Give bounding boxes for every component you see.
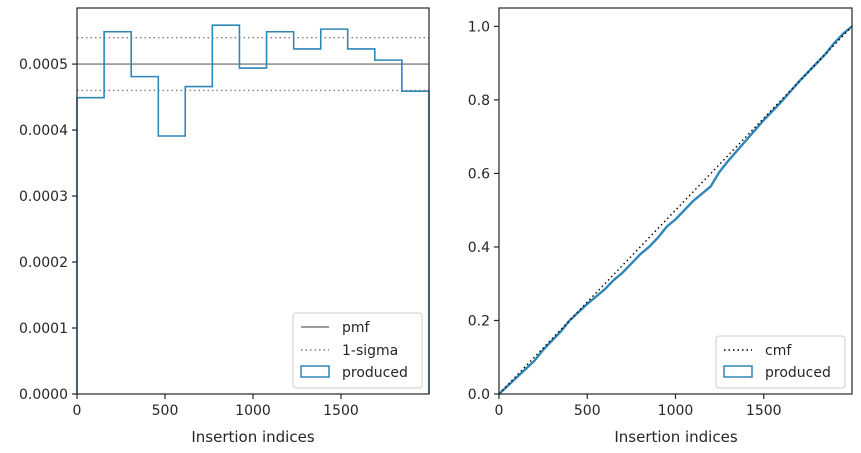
legend-1-sigma-label: 1-sigma xyxy=(342,343,398,359)
y-tick-label: 0.8 xyxy=(468,93,490,109)
legend-pmf-label: pmf xyxy=(342,320,371,336)
y-tick-label: 0.0001 xyxy=(19,321,68,337)
y-tick-label: 0.0003 xyxy=(19,189,68,205)
cumulative-legend-box xyxy=(715,335,846,389)
cumulative-panel: 0 500 1000 1500 0.0 0.2 0.4 0.6 0.8 1.0 Insertio… xyxy=(468,7,853,446)
x-tick-label: 500 xyxy=(574,403,601,419)
y-tick-label: 0.2 xyxy=(468,313,490,329)
y-tick-label: 0.0000 xyxy=(19,387,68,403)
histogram-y-ticks: 0.0000 0.0001 0.0002 0.0003 0.0004 0.0005 xyxy=(19,57,77,403)
x-tick-label: 500 xyxy=(152,403,179,419)
x-tick-label: 0 xyxy=(495,403,504,419)
cumulative-x-axis-label: Insertion indices xyxy=(614,428,737,446)
cumulative-x-ticks: 0 500 1000 1500 xyxy=(495,394,782,419)
histogram-legend-box xyxy=(292,312,423,389)
y-tick-label: 1.0 xyxy=(468,19,490,35)
x-tick-label: 0 xyxy=(73,403,82,419)
cumulative-y-ticks: 0.0 0.2 0.4 0.6 0.8 1.0 xyxy=(468,19,499,403)
histogram-panel: 0 500 1000 1500 0.00000.00010.00020.00030.0… xyxy=(19,7,430,446)
y-tick-label: 0.0 xyxy=(468,387,490,403)
histogram-x-axis-label: Insertion indices xyxy=(191,428,314,446)
cumulative-legend: cmf produced xyxy=(715,335,846,389)
y-tick-label: 0.4 xyxy=(468,240,490,256)
legend-cmf-label: cmf xyxy=(765,343,792,359)
histogram-x-ticks: 0 500 1000 1500 xyxy=(73,394,359,419)
x-tick-label: 1000 xyxy=(658,403,694,419)
cumulative-series-group xyxy=(498,25,853,395)
x-tick-label: 1500 xyxy=(323,403,359,419)
x-tick-label: 1500 xyxy=(746,403,782,419)
y-tick-label: 0.0004 xyxy=(19,123,68,139)
histogram-series-group xyxy=(76,24,430,394)
histogram-legend: pmf 1-sigma produced xyxy=(292,312,423,389)
produced-histogram-step xyxy=(76,24,430,394)
y-tick-label: 0.0005 xyxy=(19,57,68,73)
x-tick-label: 1000 xyxy=(235,403,271,419)
y-tick-label: 0.0002 xyxy=(19,255,68,271)
legend-produced-label-2: produced xyxy=(765,365,831,381)
y-tick-label: 0.6 xyxy=(468,166,490,182)
legend-produced-label: produced xyxy=(342,365,408,381)
legend-produced-swatch xyxy=(300,365,330,378)
legend-produced-swatch-2 xyxy=(723,365,753,378)
